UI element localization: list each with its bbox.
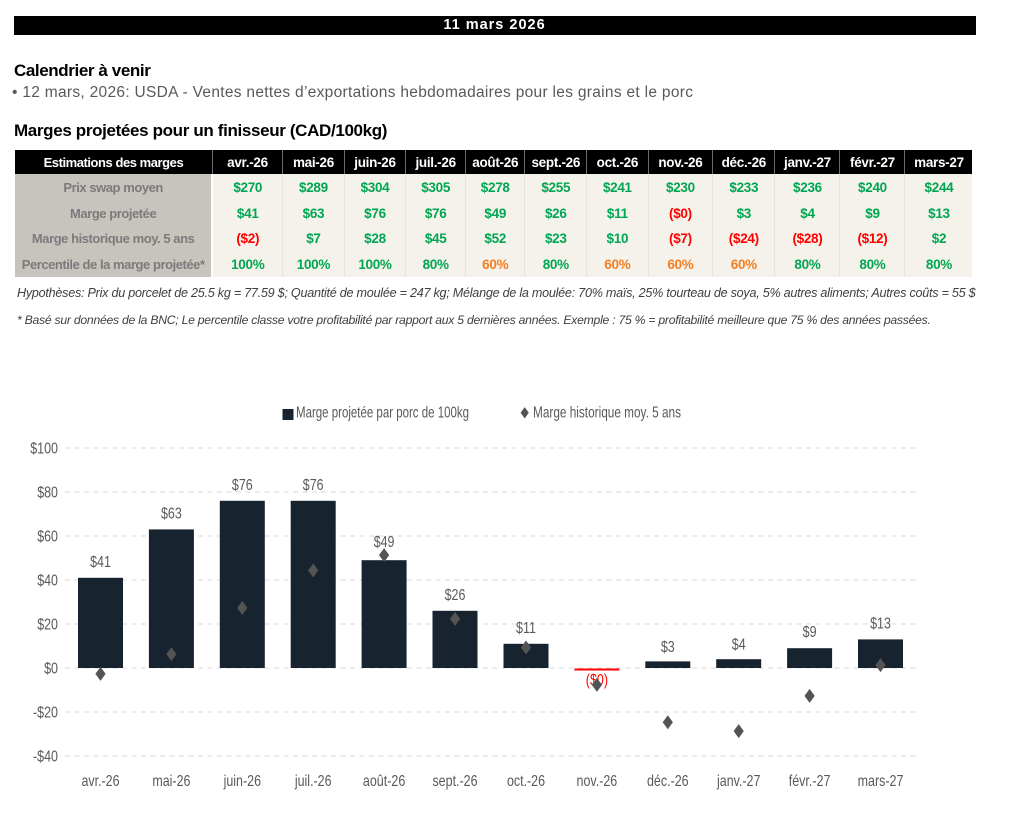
- svg-text:$100: $100: [30, 441, 58, 458]
- svg-text:$3: $3: [661, 639, 675, 656]
- svg-text:Marge projetée par porc de 100: Marge projetée par porc de 100kg: [296, 405, 469, 422]
- svg-text:$41: $41: [90, 554, 111, 571]
- svg-text:Marge historique moy. 5 ans: Marge historique moy. 5 ans: [533, 405, 681, 422]
- svg-text:déc.-26: déc.-26: [647, 773, 689, 790]
- svg-text:$40: $40: [37, 573, 58, 590]
- svg-text:$63: $63: [161, 505, 182, 522]
- svg-text:févr.-27: févr.-27: [789, 773, 831, 790]
- svg-text:juil.-26: juil.-26: [294, 773, 332, 790]
- svg-text:juin-26: juin-26: [223, 773, 261, 790]
- svg-text:mai-26: mai-26: [152, 773, 190, 790]
- svg-text:nov.-26: nov.-26: [577, 773, 618, 790]
- svg-text:$60: $60: [37, 529, 58, 546]
- svg-text:$11: $11: [516, 620, 536, 637]
- svg-text:$13: $13: [870, 615, 891, 632]
- svg-text:août-26: août-26: [363, 773, 405, 790]
- svg-text:$4: $4: [732, 637, 746, 654]
- svg-text:janv.-27: janv.-27: [716, 773, 760, 790]
- svg-text:$26: $26: [445, 587, 466, 604]
- svg-text:$76: $76: [232, 477, 253, 494]
- svg-text:mars-27: mars-27: [858, 773, 904, 790]
- svg-text:$76: $76: [303, 477, 324, 494]
- svg-text:-$40: -$40: [33, 749, 58, 766]
- svg-text:$49: $49: [374, 534, 395, 551]
- svg-text:avr.-26: avr.-26: [81, 773, 119, 790]
- svg-text:$9: $9: [803, 624, 817, 641]
- svg-text:oct.-26: oct.-26: [507, 773, 545, 790]
- svg-text:$0: $0: [44, 661, 58, 678]
- svg-text:$20: $20: [37, 617, 58, 634]
- svg-text:sept.-26: sept.-26: [432, 773, 477, 790]
- svg-text:$80: $80: [37, 485, 58, 502]
- svg-text:-$20: -$20: [33, 705, 58, 722]
